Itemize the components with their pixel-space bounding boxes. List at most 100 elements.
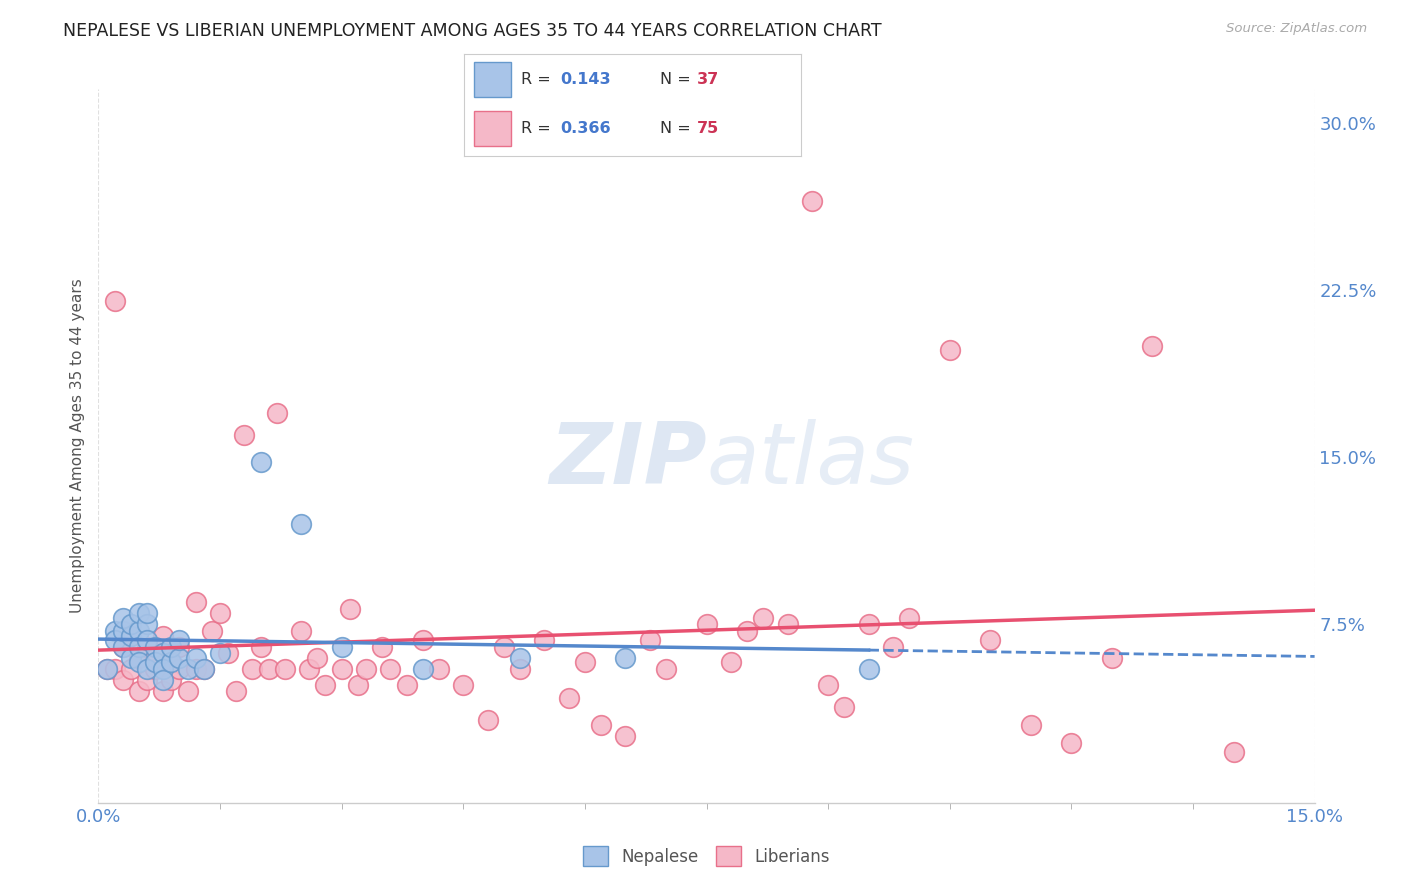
- Point: [120, 662, 142, 676]
- Point: [111, 640, 134, 654]
- Point: [614, 729, 637, 743]
- Point: [143, 640, 166, 654]
- Point: [136, 633, 159, 648]
- Point: [209, 646, 232, 660]
- Point: [939, 343, 962, 358]
- Point: [111, 610, 134, 624]
- Point: [371, 640, 394, 654]
- Point: [184, 595, 207, 609]
- Point: [330, 662, 353, 676]
- Point: [169, 651, 191, 665]
- Point: [330, 640, 353, 654]
- Point: [176, 662, 198, 676]
- Point: [307, 651, 329, 665]
- Point: [858, 662, 880, 676]
- Point: [136, 673, 159, 687]
- Text: 0.366: 0.366: [560, 121, 610, 136]
- Y-axis label: Unemployment Among Ages 35 to 44 years: Unemployment Among Ages 35 to 44 years: [69, 278, 84, 614]
- Point: [128, 651, 150, 665]
- Point: [143, 651, 166, 665]
- Point: [136, 662, 159, 676]
- Point: [614, 651, 637, 665]
- Point: [128, 655, 150, 669]
- Point: [347, 678, 370, 692]
- Point: [111, 673, 134, 687]
- Point: [257, 662, 280, 676]
- Point: [817, 678, 839, 692]
- Point: [752, 610, 775, 624]
- Text: atlas: atlas: [707, 418, 914, 502]
- Point: [233, 427, 256, 442]
- Point: [655, 662, 678, 676]
- Point: [152, 646, 174, 660]
- Point: [128, 624, 150, 639]
- Point: [152, 684, 174, 698]
- Point: [242, 662, 264, 676]
- Point: [274, 662, 297, 676]
- Point: [201, 624, 224, 639]
- Point: [800, 194, 823, 208]
- Point: [120, 651, 142, 665]
- Point: [249, 640, 271, 654]
- Point: [176, 684, 198, 698]
- Point: [160, 655, 183, 669]
- Point: [225, 684, 247, 698]
- Point: [136, 617, 159, 632]
- Point: [477, 714, 499, 728]
- Point: [776, 617, 799, 632]
- Point: [290, 517, 312, 532]
- Bar: [474, 62, 512, 96]
- Point: [96, 662, 118, 676]
- Point: [1142, 338, 1164, 352]
- Point: [104, 633, 127, 648]
- Point: [104, 293, 127, 308]
- Point: [169, 633, 191, 648]
- Point: [160, 673, 183, 687]
- Point: [898, 610, 921, 624]
- Point: [152, 673, 174, 687]
- Point: [1019, 717, 1042, 731]
- Text: NEPALESE VS LIBERIAN UNEMPLOYMENT AMONG AGES 35 TO 44 YEARS CORRELATION CHART: NEPALESE VS LIBERIAN UNEMPLOYMENT AMONG …: [63, 22, 882, 40]
- Point: [735, 624, 758, 639]
- Point: [128, 684, 150, 698]
- Point: [128, 640, 150, 654]
- Point: [979, 633, 1001, 648]
- Point: [143, 655, 166, 669]
- Point: [96, 662, 118, 676]
- Point: [266, 405, 288, 419]
- Point: [1222, 744, 1244, 758]
- Point: [169, 640, 191, 654]
- Point: [111, 624, 134, 639]
- Point: [152, 662, 174, 676]
- Point: [298, 662, 321, 676]
- Point: [720, 655, 742, 669]
- Point: [120, 617, 142, 632]
- Point: [152, 628, 174, 642]
- Point: [160, 655, 183, 669]
- Point: [290, 624, 312, 639]
- Point: [193, 662, 215, 676]
- Legend: Nepalese, Liberians: Nepalese, Liberians: [576, 839, 837, 873]
- Point: [184, 662, 207, 676]
- Point: [492, 640, 515, 654]
- Text: ZIP: ZIP: [548, 418, 707, 502]
- Point: [1060, 735, 1083, 749]
- Point: [380, 662, 402, 676]
- Point: [354, 662, 377, 676]
- Point: [412, 633, 434, 648]
- Point: [111, 640, 134, 654]
- Point: [557, 690, 579, 705]
- Point: [314, 678, 336, 692]
- Point: [574, 655, 596, 669]
- Point: [136, 640, 159, 654]
- Point: [249, 455, 271, 469]
- Point: [1101, 651, 1123, 665]
- Point: [339, 601, 361, 615]
- Point: [412, 662, 434, 676]
- Text: R =: R =: [522, 71, 557, 87]
- Point: [104, 624, 127, 639]
- Text: 0.143: 0.143: [560, 71, 610, 87]
- Point: [160, 640, 183, 654]
- Point: [882, 640, 904, 654]
- Point: [834, 699, 856, 714]
